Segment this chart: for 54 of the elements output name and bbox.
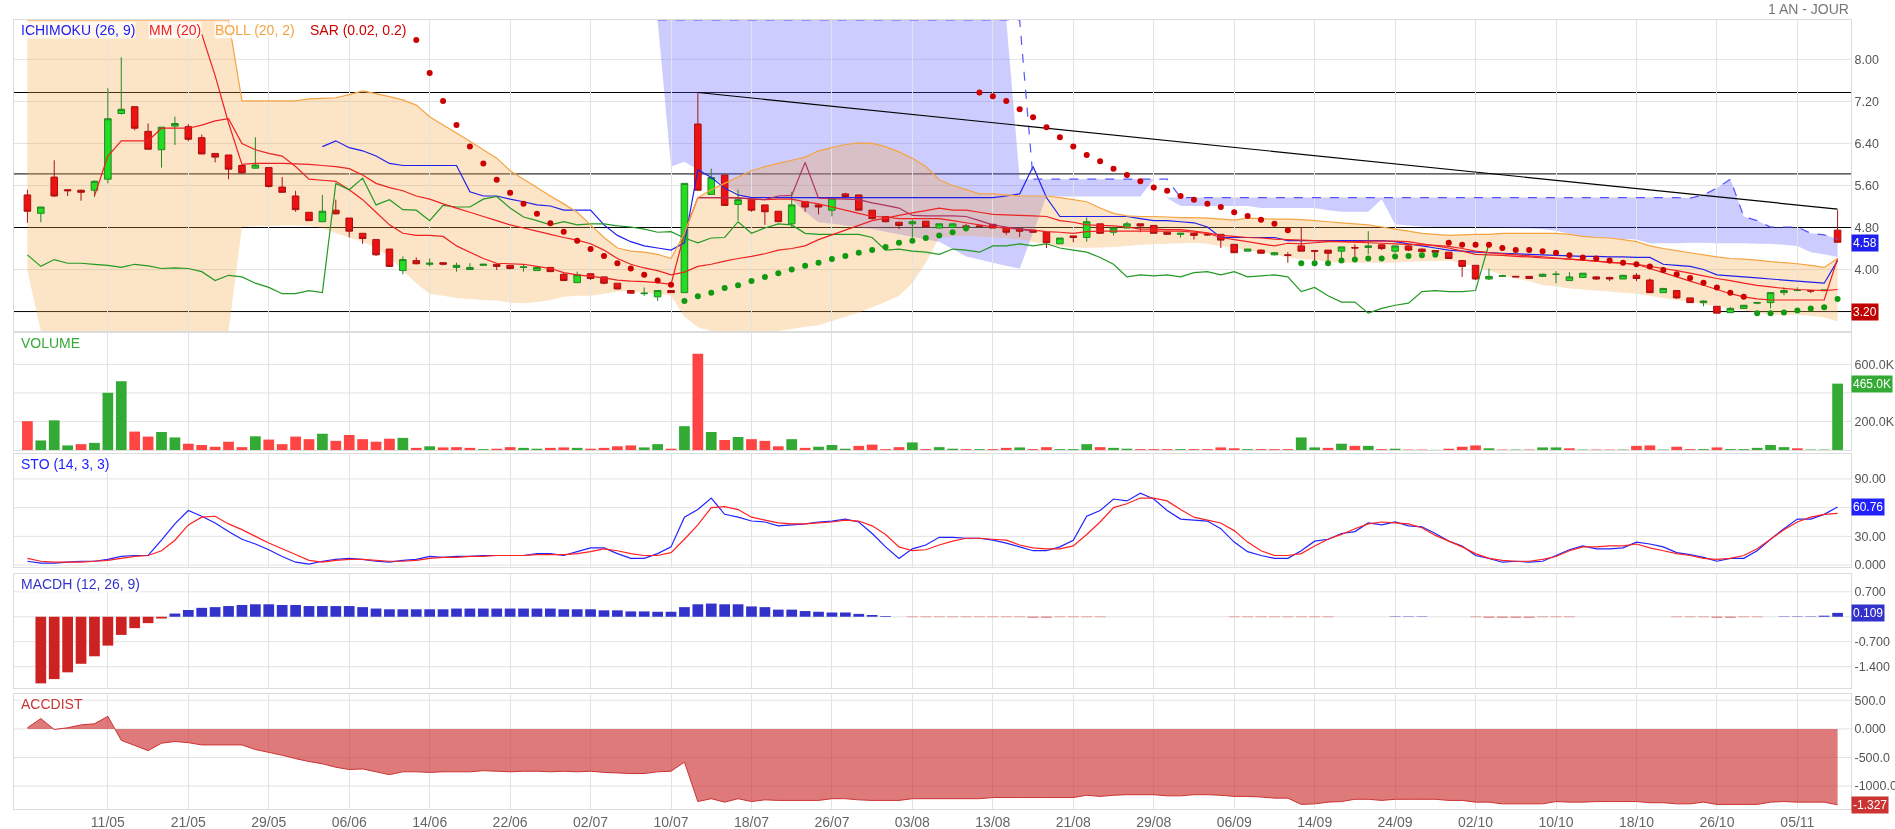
annotation: 0.109 (1853, 606, 1884, 620)
series-label: SAR (0.02, 0.2) (310, 22, 407, 38)
series-label: MM (20) (149, 22, 202, 38)
y-tick-label: 4.00 (1854, 262, 1879, 277)
x-tick-label: 14/06 (412, 813, 448, 829)
text: ICHIMOKU (26, 9) (21, 22, 136, 38)
y-tick-label: 30.00 (1854, 529, 1886, 544)
x-tick-label: 10/10 (1538, 813, 1574, 829)
x-tick-label: 06/09 (1216, 813, 1252, 829)
x-tick-label: 29/08 (1136, 813, 1172, 829)
x-tick-label: 14/09 (1297, 813, 1333, 829)
y-tick-label: -0.700 (1854, 635, 1890, 650)
annotation: 4.58 (1853, 236, 1877, 250)
x-tick-label: 06/06 (331, 813, 367, 829)
annotation: 60.76 (1853, 500, 1884, 514)
x-tick-label: 18/07 (733, 813, 770, 829)
text: STO (14, 3, 3) (21, 456, 110, 472)
x-tick-label: 11/05 (90, 813, 126, 829)
x-tick-label: 21/08 (1055, 813, 1092, 829)
y-tick-label: 600.0K (1854, 357, 1895, 372)
y-tick-label: 4.80 (1854, 220, 1879, 235)
x-tick-label: 02/10 (1458, 813, 1494, 829)
y-tick-label: 7.20 (1854, 94, 1879, 109)
x-tick-label: 13/08 (975, 813, 1011, 829)
x-tick-label: 10/07 (653, 813, 689, 829)
series-label: ACCDIST (21, 696, 83, 712)
x-tick-label: 05/11 (1780, 813, 1815, 829)
y-tick-label: 0.700 (1854, 585, 1886, 600)
y-tick-label: 200.0K (1854, 414, 1895, 429)
text: VOLUME (21, 335, 81, 351)
y-tick-label: 500.0 (1854, 693, 1886, 708)
x-tick-label: 29/05 (251, 813, 287, 829)
y-tick-label: 0.000 (1854, 722, 1886, 737)
y-tick-label: 5.60 (1854, 178, 1879, 193)
series-label: BOLL (20, 2) (215, 22, 295, 38)
x-tick-label: 21/05 (170, 813, 207, 829)
y-tick-label: 8.00 (1854, 52, 1879, 67)
x-tick-label: 24/09 (1377, 813, 1413, 829)
y-tick-label: 0.000 (1854, 558, 1886, 573)
x-tick-label: 22/06 (492, 813, 528, 829)
text: 1 AN - JOUR (1768, 1, 1849, 17)
y-tick-label: 90.00 (1854, 472, 1886, 487)
series-label: MACDH (12, 26, 9) (21, 576, 141, 592)
annotation: 465.0K (1853, 377, 1892, 391)
y-tick-label: -1.400 (1854, 660, 1890, 675)
x-tick-label: 02/07 (573, 813, 609, 829)
x-tick-label: 03/08 (894, 813, 931, 829)
x-tick-label: 26/07 (814, 813, 850, 829)
ref-line-label: 3.20 (1853, 305, 1877, 319)
annotation: -1.327 (1853, 798, 1888, 812)
y-tick-label: -500.0 (1854, 750, 1890, 765)
y-tick-label: 6.40 (1854, 136, 1879, 151)
x-tick-label: 26/10 (1699, 813, 1735, 829)
x-tick-label: 18/10 (1618, 813, 1655, 829)
